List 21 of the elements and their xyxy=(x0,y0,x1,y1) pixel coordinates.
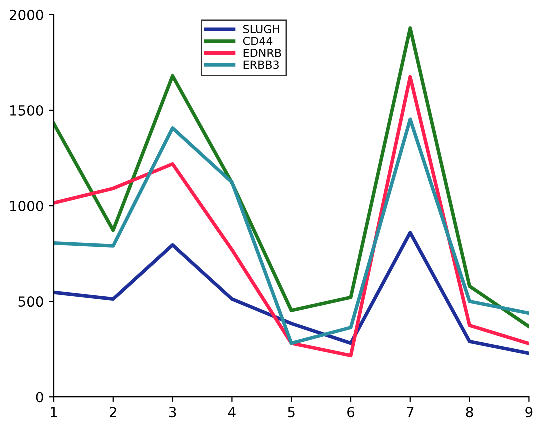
legend-label: EDNRB xyxy=(244,49,282,58)
x-tick-label: 3 xyxy=(169,407,176,418)
x-tick-label: 4 xyxy=(228,407,236,418)
line-series xyxy=(54,118,530,346)
line-series xyxy=(54,231,530,356)
line-series xyxy=(54,26,530,329)
y-tick-label: 0 xyxy=(36,392,44,403)
x-tick-label: 7 xyxy=(407,407,414,418)
legend-label: ERBB3 xyxy=(244,60,279,70)
x-tick-label: 2 xyxy=(110,407,116,418)
x-tick-label: 8 xyxy=(466,407,474,418)
x-tick-label: 1 xyxy=(51,407,58,418)
x-tick-label: 6 xyxy=(348,407,355,418)
x-tick-label: 5 xyxy=(288,407,295,418)
legend-label: CD44 xyxy=(243,37,273,46)
y-tick-label: 1500 xyxy=(10,105,44,116)
y-tick-label: 1000 xyxy=(10,200,44,212)
y-tick-label: 500 xyxy=(18,296,44,308)
x-tick-label: 9 xyxy=(526,407,533,418)
y-tick-label: 2000 xyxy=(10,10,44,20)
legend-label: SLUGH xyxy=(244,25,280,34)
